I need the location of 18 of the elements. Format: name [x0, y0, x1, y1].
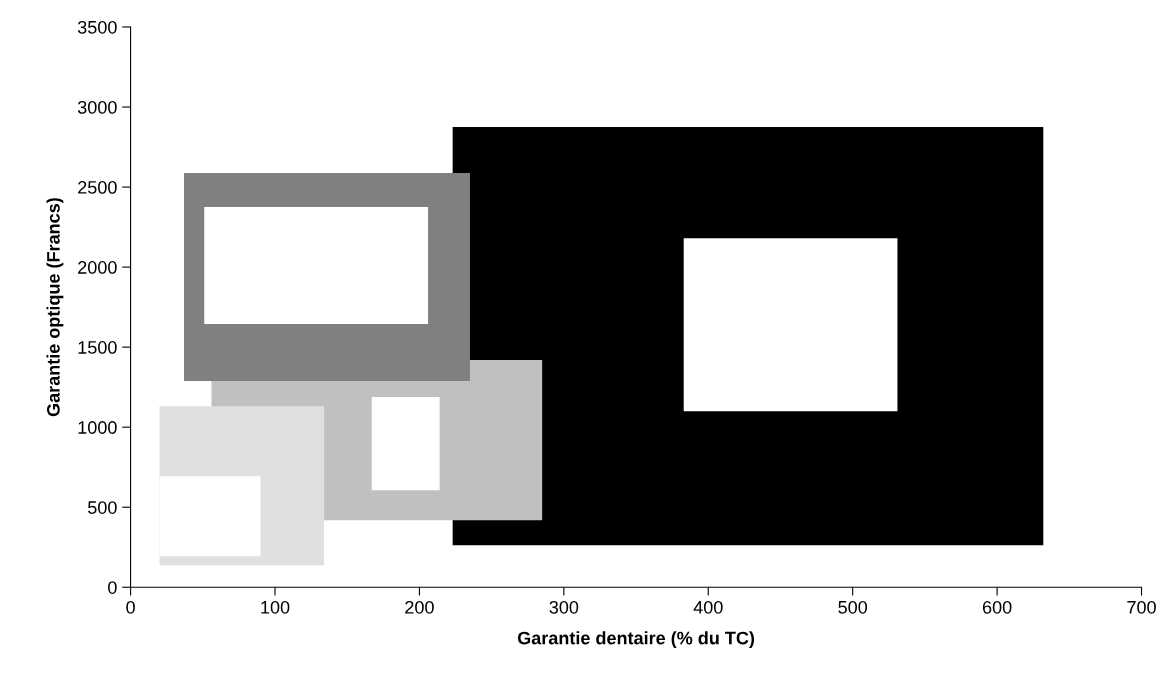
x-tick-label: 500	[838, 600, 868, 614]
x-tick-label: 700	[1127, 600, 1156, 614]
y-tick-label: 500	[88, 501, 117, 514]
x-tick-label: 300	[549, 600, 579, 614]
x-axis-title: Garantie dentaire (% du TC)	[517, 631, 755, 648]
y-tick-label: 3000	[77, 100, 117, 114]
y-tick-label: 1000	[78, 421, 117, 434]
y-tick-label: 2000	[78, 261, 117, 274]
x-tick-label: 0	[126, 600, 135, 614]
y-axis-title: Garantie optique (Francs)	[46, 198, 64, 417]
x-tick-label: 600	[982, 600, 1012, 614]
x-tick-label: 200	[405, 600, 434, 614]
x-tick-label: 400	[693, 600, 723, 614]
x-tick-label: 100	[261, 600, 290, 614]
y-tick-label: 0	[108, 581, 117, 594]
y-tick-label: 2500	[78, 181, 117, 194]
y-tick-label: 1500	[78, 341, 117, 354]
y-tick-label: 3500	[77, 20, 117, 34]
